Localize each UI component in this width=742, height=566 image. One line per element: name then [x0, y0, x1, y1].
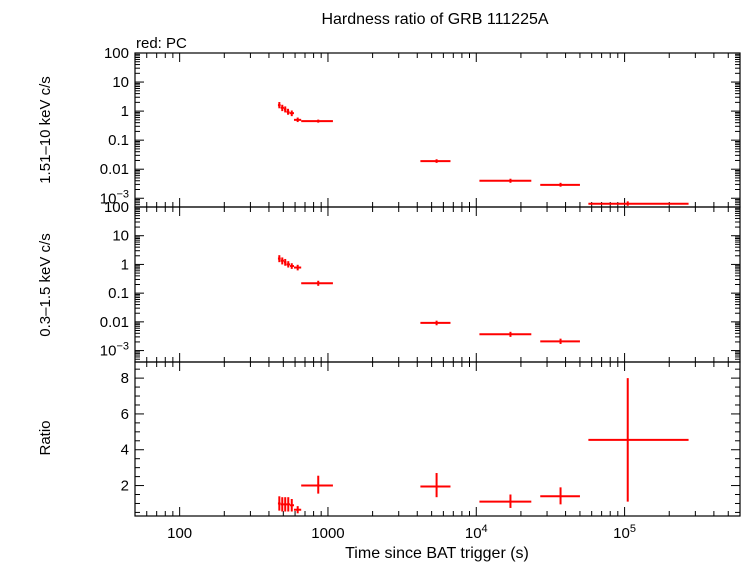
y-axis-label-hard: 1.51–10 keV c/s [37, 76, 54, 184]
plot-frame [134, 52, 741, 208]
data-point [588, 201, 689, 206]
y-tick-label: 0.01 [100, 161, 129, 178]
plot-frame [134, 206, 741, 363]
data-point [540, 338, 580, 344]
x-axis-label: Time since BAT trigger (s) [345, 545, 529, 562]
data-point [286, 108, 290, 115]
x-tick-label: 105 [613, 523, 636, 542]
data-point [479, 331, 532, 337]
data-point [479, 178, 532, 183]
data-point [588, 378, 689, 502]
data-point [293, 506, 302, 514]
y-tick-label: 4 [121, 442, 129, 459]
y-tick-label: 6 [121, 406, 129, 423]
y-tick-label: 10 [112, 74, 129, 91]
y-tick-label: 100 [104, 45, 129, 62]
y-tick-label: 0.1 [108, 285, 129, 302]
chart-subtitle: red: PC [136, 35, 187, 52]
y-tick-label: 10 [112, 228, 129, 245]
data-point [283, 497, 287, 512]
data-point [286, 261, 291, 268]
data-point [420, 473, 451, 498]
data-point [277, 255, 281, 263]
data-point [420, 159, 451, 163]
x-tick-label: 1000 [311, 525, 344, 542]
chart-title: Hardness ratio of GRB 111225A [321, 11, 548, 28]
x-tick-label: 104 [465, 523, 488, 542]
data-point [277, 496, 281, 511]
x-tick-label: 100 [167, 525, 192, 542]
data-point [290, 263, 294, 269]
data-point [293, 117, 302, 123]
data-point [286, 497, 291, 512]
data-point [283, 258, 287, 266]
data-point [280, 104, 284, 112]
y-tick-label: 10−3 [100, 341, 129, 360]
data-point [540, 487, 580, 505]
data-point [290, 498, 294, 512]
y-tick-label: 0.01 [100, 314, 129, 331]
data-point [301, 119, 333, 123]
data-point [420, 320, 451, 326]
panel-ratio: 2 4 6 8 100 1000 104 105 [121, 361, 741, 542]
data-point [479, 494, 532, 508]
data-point [293, 264, 302, 271]
y-tick-label: 100 [104, 199, 129, 216]
data-point [277, 102, 281, 109]
data-point [289, 110, 294, 117]
y-axis-label-ratio: Ratio [37, 420, 54, 455]
y-tick-label: 1 [121, 256, 129, 273]
y-tick-label: 0.1 [108, 132, 129, 149]
panel-soft-band: 100 10 1 0.1 0.01 10−3 [100, 199, 741, 363]
y-tick-label: 1 [121, 103, 129, 120]
data-point [280, 257, 284, 265]
data-point [280, 497, 284, 512]
y-tick-label: 8 [121, 370, 129, 387]
plot-frame [134, 361, 741, 517]
y-axis-label-soft: 0.3–1.5 keV c/s [37, 233, 54, 336]
data-point [301, 475, 333, 494]
y-tick-label: 2 [121, 478, 129, 495]
data-point [283, 106, 287, 113]
data-point [540, 182, 580, 187]
data-point [301, 280, 333, 286]
